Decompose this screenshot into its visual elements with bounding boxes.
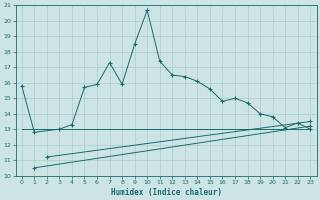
X-axis label: Humidex (Indice chaleur): Humidex (Indice chaleur) [110,188,221,197]
